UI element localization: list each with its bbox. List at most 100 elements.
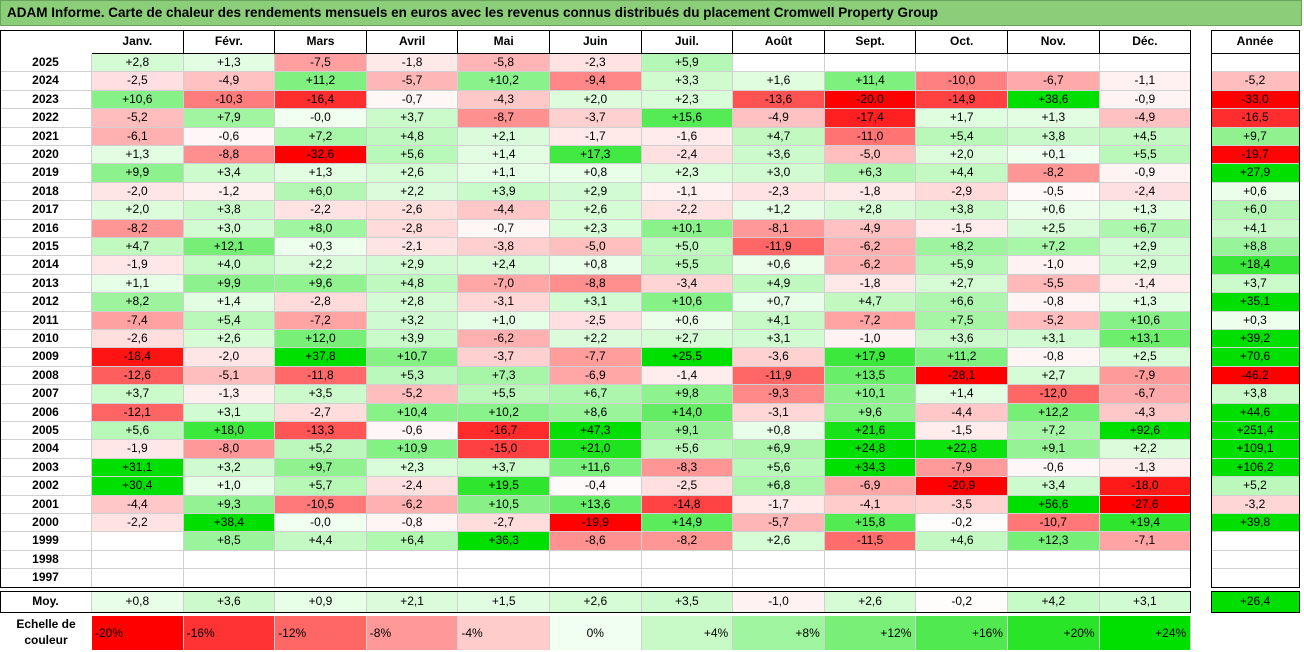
heatmap-cell: -12,1 xyxy=(92,403,184,422)
heatmap-cell xyxy=(733,54,825,73)
heatmap-cell: -2,4 xyxy=(366,477,459,496)
heatmap-cell xyxy=(92,569,184,588)
heatmap-cell: +3,0 xyxy=(733,164,825,183)
column-header: Juin xyxy=(550,30,642,54)
heatmap-cell: +0,8 xyxy=(550,256,642,275)
heatmap-cell: -2,5 xyxy=(550,311,642,330)
heatmap-cell: +7,5 xyxy=(916,311,1008,330)
heatmap-cell xyxy=(275,550,367,570)
heatmap-cell: +10,6 xyxy=(641,293,734,312)
heatmap-cell: +11,2 xyxy=(275,72,367,91)
year-label: 2023 xyxy=(0,90,92,110)
heatmap-cell: -14,8 xyxy=(641,495,734,514)
heatmap-cell xyxy=(733,550,825,570)
heatmap-cell: -3,6 xyxy=(733,348,825,367)
heatmap-cell: +4,1 xyxy=(733,311,825,330)
heatmap-cell: -7,9 xyxy=(916,458,1008,478)
color-scale-label: Echelle de couleur xyxy=(0,614,92,650)
heatmap-cell: +1,4 xyxy=(183,293,276,312)
heatmap-cell: +12,0 xyxy=(275,330,367,349)
heatmap-cell: -1,3 xyxy=(1099,458,1192,478)
annual-cell: +39,2 xyxy=(1211,330,1300,349)
heatmap-cell: +2,4 xyxy=(458,256,550,275)
heatmap-cell: +31,1 xyxy=(92,458,184,478)
heatmap-cell: +37,8 xyxy=(275,348,367,367)
heatmap-cell: +7,2 xyxy=(1008,238,1100,257)
color-scale-step: +12% xyxy=(824,616,917,650)
heatmap-cell: +9,7 xyxy=(275,458,367,478)
average-label: Moy. xyxy=(0,590,92,613)
heatmap-cell: +2,9 xyxy=(1099,256,1192,275)
heatmap-cell: -11,8 xyxy=(275,366,367,386)
heatmap-cell: +3,6 xyxy=(733,146,825,165)
average-cell: +2,1 xyxy=(366,590,459,613)
year-label: 2019 xyxy=(0,164,92,183)
heatmap-cell xyxy=(92,532,184,551)
heatmap-cell: +13,1 xyxy=(1099,330,1192,349)
heatmap-cell: -17,4 xyxy=(824,109,917,128)
heatmap-cell xyxy=(824,569,917,588)
heatmap-cell xyxy=(92,550,184,570)
heatmap-cell: -0,5 xyxy=(1008,182,1100,202)
heatmap-cell: +2,3 xyxy=(366,458,459,478)
heatmap-cell: +7,2 xyxy=(275,127,367,146)
heatmap-cell: -20,0 xyxy=(824,90,917,110)
heatmap-cell: -4,9 xyxy=(733,109,825,128)
heatmap-cell: +2,9 xyxy=(550,182,642,202)
heatmap-cell: -27,6 xyxy=(1099,495,1192,514)
heatmap-cell xyxy=(1099,54,1192,73)
year-label: 2015 xyxy=(0,238,92,257)
heatmap-cell: +9,1 xyxy=(641,422,734,441)
heatmap-cell: +1,2 xyxy=(733,201,825,220)
color-scale-label-line1: Echelle de xyxy=(16,617,76,631)
annual-cell: -3,2 xyxy=(1211,495,1300,514)
heatmap-cell: -2,6 xyxy=(92,330,184,349)
annual-cell: +18,4 xyxy=(1211,256,1300,275)
heatmap-cell: +5,7 xyxy=(275,477,367,496)
heatmap-cell xyxy=(183,550,276,570)
column-header: Févr. xyxy=(183,30,276,54)
color-scale-step: -4% xyxy=(458,616,550,650)
column-header: Avril xyxy=(366,30,459,54)
color-scale-step: +8% xyxy=(733,616,825,650)
heatmap-cell: +0,8 xyxy=(550,164,642,183)
heatmap-cell: +3,8 xyxy=(916,201,1008,220)
heatmap-cell: +3,9 xyxy=(458,182,550,202)
heatmap-cell: +2,8 xyxy=(366,293,459,312)
heatmap-cell: +12,2 xyxy=(1008,403,1100,422)
heatmap-cell: -0,6 xyxy=(1008,458,1100,478)
heatmap-cell: +1,3 xyxy=(1099,293,1192,312)
heatmap-cell: -3,1 xyxy=(458,293,550,312)
heatmap-cell: -12,0 xyxy=(1008,385,1100,404)
heatmap-cell: -0,2 xyxy=(916,514,1008,533)
heatmap-cell: -8,2 xyxy=(641,532,734,551)
heatmap-cell: -0,7 xyxy=(366,90,459,110)
heatmap-cell: +2,3 xyxy=(641,90,734,110)
heatmap-cell: +5,6 xyxy=(641,440,734,459)
heatmap-cell: +2,6 xyxy=(733,532,825,551)
heatmap-cell: -10,7 xyxy=(1008,514,1100,533)
heatmap-cell: +1,4 xyxy=(458,146,550,165)
heatmap-cell: -3,8 xyxy=(458,238,550,257)
heatmap-cell: -1,3 xyxy=(183,385,276,404)
heatmap-cell: +2,2 xyxy=(366,182,459,202)
heatmap-cell: -4,4 xyxy=(458,201,550,220)
heatmap-cell: +5,5 xyxy=(458,385,550,404)
heatmap-cell: +10,6 xyxy=(92,90,184,110)
heatmap-cell: +3,7 xyxy=(458,458,550,478)
heatmap-cell: -3,4 xyxy=(641,274,734,294)
annual-cell: +27,9 xyxy=(1211,164,1300,183)
heatmap-cell xyxy=(275,569,367,588)
heatmap-cell: +10,9 xyxy=(366,440,459,459)
heatmap-cell: +24,8 xyxy=(824,440,917,459)
heatmap-cell xyxy=(824,550,917,570)
heatmap-cell: +56,6 xyxy=(1008,495,1100,514)
heatmap-cell: -8,0 xyxy=(183,440,276,459)
heatmap-cell: +47,3 xyxy=(550,422,642,441)
heatmap-cell: +2,6 xyxy=(550,201,642,220)
year-label: 1997 xyxy=(0,569,92,588)
heatmap-cell xyxy=(824,54,917,73)
annual-cell: +70,6 xyxy=(1211,348,1300,367)
heatmap-cell: -7,2 xyxy=(824,311,917,330)
heatmap-cell: +2,3 xyxy=(641,164,734,183)
